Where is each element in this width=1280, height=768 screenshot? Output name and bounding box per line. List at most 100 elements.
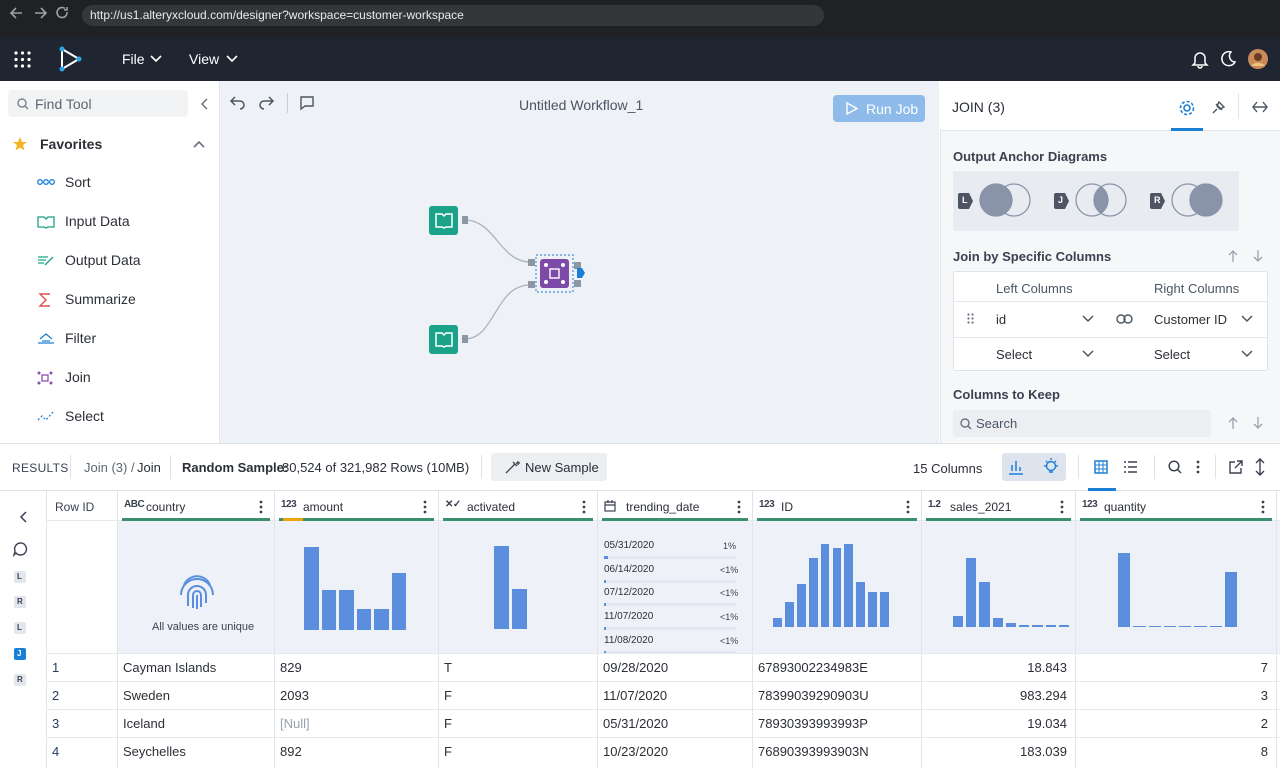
tool-item[interactable]: Summarize (65, 291, 136, 307)
anchor-badge[interactable]: R (14, 596, 26, 608)
search-icon (17, 98, 29, 110)
chevron[interactable] (1241, 315, 1253, 323)
column-menu[interactable] (906, 500, 910, 514)
chevron[interactable] (1241, 350, 1253, 358)
column-header[interactable]: activated (467, 500, 515, 514)
tool-item[interactable]: Select (65, 408, 104, 424)
collapse-sidebar[interactable] (200, 98, 208, 110)
chevron[interactable] (150, 55, 162, 63)
column-menu[interactable] (259, 500, 263, 514)
right-column-select[interactable]: Customer ID (1154, 312, 1227, 327)
divider (1154, 455, 1155, 479)
left-column-select[interactable]: Select (996, 347, 1032, 362)
anchor-badge[interactable]: L (14, 571, 26, 583)
row-border (47, 737, 1280, 738)
column-header[interactable]: quantity (1104, 500, 1146, 514)
tool-item[interactable]: Filter (65, 330, 96, 346)
bell[interactable] (1192, 51, 1208, 68)
open-external[interactable] (1229, 460, 1243, 474)
suggest-toggle[interactable] (1043, 458, 1059, 476)
column-menu[interactable] (582, 500, 586, 514)
column-menu[interactable] (423, 500, 427, 514)
column-menu[interactable] (1060, 500, 1064, 514)
sample-label: Random Sample: (182, 460, 288, 475)
histogram-bar (1046, 625, 1056, 627)
nav-back[interactable] (10, 7, 24, 19)
column-header[interactable]: amount (303, 500, 343, 514)
menu-view[interactable]: View (189, 51, 219, 67)
move-up[interactable] (1228, 250, 1238, 262)
histogram-bar (357, 609, 372, 630)
histogram-bar (1179, 626, 1191, 627)
anchor-badge-label: L (17, 623, 22, 632)
drag-handle[interactable] (967, 313, 975, 325)
cell: Iceland (123, 716, 165, 731)
play-icon (846, 102, 858, 115)
row-id: 3 (52, 716, 59, 731)
redo[interactable] (258, 96, 274, 108)
anchor-badge[interactable]: R (14, 674, 26, 686)
move-down[interactable] (1253, 250, 1263, 262)
annotation-tab[interactable] (1211, 101, 1225, 115)
sample-text: 80,524 of 321,982 Rows (10MB) (282, 460, 469, 475)
expand-panel[interactable] (1252, 101, 1268, 113)
tool-icon (37, 215, 55, 229)
keep-search-placeholder[interactable]: Search (976, 416, 1017, 431)
column-header[interactable]: sales_2021 (950, 500, 1011, 514)
column-menu[interactable] (1261, 500, 1265, 514)
tool-item[interactable]: Input Data (65, 213, 130, 229)
new-sample-button[interactable]: New Sample (491, 453, 607, 481)
search[interactable] (1168, 460, 1182, 474)
grid-view[interactable] (1094, 460, 1108, 474)
cell: 19.034 (922, 716, 1067, 731)
run-job-button[interactable]: Run Job (833, 95, 925, 122)
favorites[interactable]: Favorites (40, 136, 102, 152)
column-header[interactable]: country (146, 500, 185, 514)
apps-grid[interactable] (14, 51, 31, 68)
comment[interactable] (300, 96, 314, 110)
profile-toggle[interactable] (1008, 459, 1024, 475)
cell: 67893002234983E (758, 660, 868, 675)
anchor-badge-label: L (17, 572, 22, 581)
collapse-rail[interactable] (19, 511, 27, 523)
right-column-select[interactable]: Select (1154, 347, 1190, 362)
undo[interactable] (230, 96, 246, 108)
tool-item[interactable]: Join (65, 369, 91, 385)
histogram-bar (374, 609, 389, 630)
more[interactable] (1196, 460, 1200, 474)
chevron[interactable] (1082, 350, 1094, 358)
settings-tab[interactable] (1179, 100, 1195, 116)
column-header[interactable]: ID (781, 500, 793, 514)
profile-note: All values are unique (152, 621, 254, 633)
move-up[interactable] (1228, 417, 1238, 429)
left-column-select[interactable]: id (996, 312, 1006, 327)
anchor-badge[interactable]: L (14, 622, 26, 634)
breadcrumb-current: Join (137, 460, 161, 475)
reload[interactable] (56, 6, 69, 19)
chevron[interactable] (193, 140, 205, 148)
cell: [Null] (280, 716, 310, 731)
chevron[interactable] (1082, 315, 1094, 323)
resize[interactable] (1255, 458, 1265, 476)
list-view[interactable] (1124, 460, 1138, 474)
tool-item[interactable]: Output Data (65, 252, 141, 268)
column-menu[interactable] (737, 500, 741, 514)
nav-forward[interactable] (34, 7, 48, 19)
comments[interactable] (13, 542, 27, 556)
breadcrumb-parent[interactable]: Join (3) / (84, 460, 135, 475)
anchor-label: R (1154, 195, 1161, 205)
quality-bar (122, 518, 270, 521)
avatar[interactable] (1248, 49, 1268, 69)
fingerprint (178, 573, 216, 609)
move-down[interactable] (1253, 417, 1263, 429)
url[interactable]: http://us1.alteryxcloud.com/designer?wor… (90, 8, 464, 22)
chevron[interactable] (226, 55, 238, 63)
menu-file[interactable]: File (122, 51, 145, 67)
anchor-badge[interactable]: J (14, 648, 26, 660)
tool-item[interactable]: Sort (65, 174, 91, 190)
share-track (604, 603, 736, 606)
dark-mode[interactable] (1221, 51, 1236, 66)
find-tool-placeholder[interactable]: Find Tool (35, 96, 92, 112)
column-header[interactable]: trending_date (626, 500, 699, 514)
left-columns-header: Left Columns (996, 281, 1073, 296)
